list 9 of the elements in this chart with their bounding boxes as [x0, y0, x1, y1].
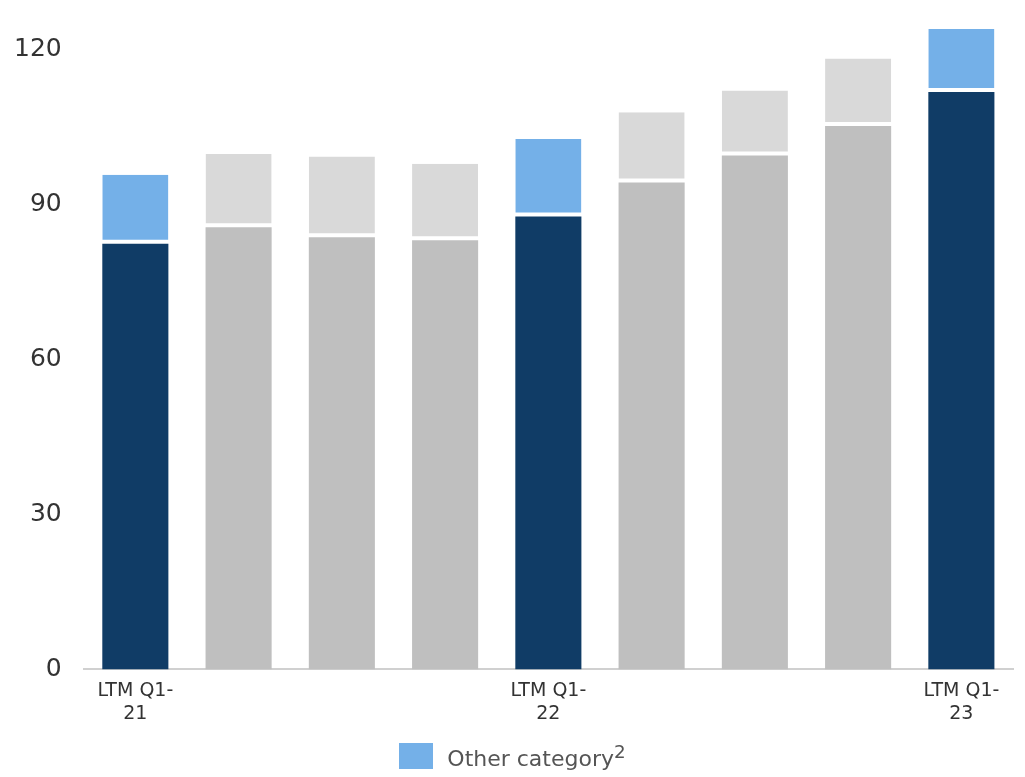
y-tick-label: 90: [29, 188, 62, 218]
y-tick-label: 120: [14, 33, 62, 63]
y-tick-label: 60: [29, 343, 62, 373]
y-tick-label: 0: [45, 652, 62, 682]
x-tick-label: LTM Q1-21: [97, 677, 174, 723]
x-tick-label: LTM Q1-23: [923, 677, 1000, 723]
y-tick-label: 30: [29, 497, 62, 527]
legend-label: Other category$^{2}$: [447, 740, 626, 771]
x-tick-label: LTM Q1-22: [510, 677, 587, 723]
